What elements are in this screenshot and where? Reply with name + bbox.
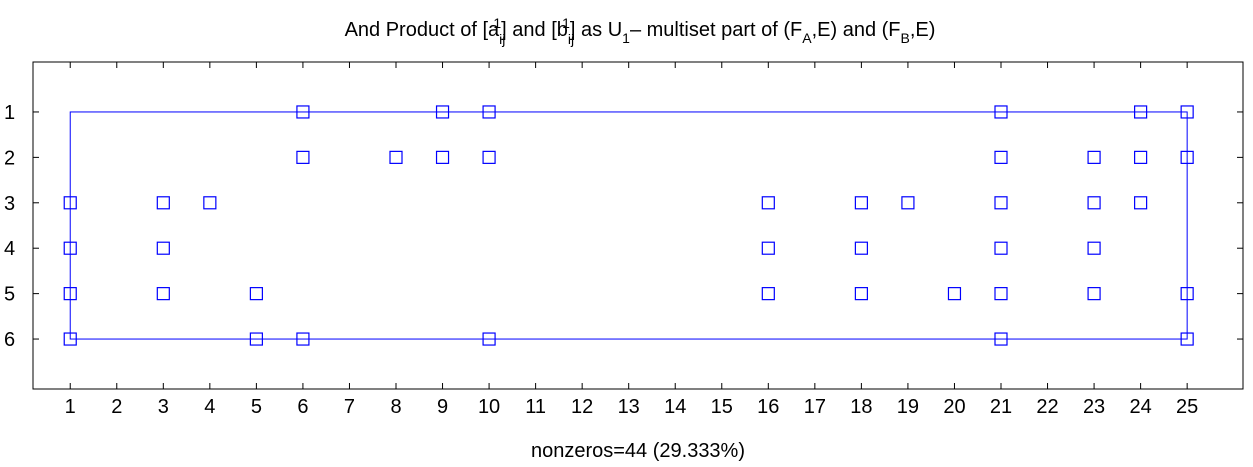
data-point [994,105,1008,119]
y-tick-label: 1 [4,102,15,124]
data-point [1087,196,1101,210]
data-point [854,196,868,210]
data-point [1134,105,1148,119]
data-point [994,332,1008,346]
x-tick-label: 7 [344,396,355,418]
x-axis-label: nonzeros=44 (29.333%) [531,440,745,462]
data-point [203,196,217,210]
x-tick-label: 10 [478,396,500,418]
data-point [1087,150,1101,164]
title-mid4: ,E) and (F [812,19,901,41]
data-point [1180,105,1194,119]
title-mid2: ] as U [570,19,622,41]
x-tick-label: 1 [65,396,76,418]
data-point [1180,287,1194,301]
x-tick-labels: 1 2 3 4 5 6 7 8 9 10 11 12 13 14 15 16 17 18 19 20 21 22 23 24 2… [65,396,1199,418]
data-point [63,241,77,255]
plot-area [32,61,1244,390]
data-point [482,332,496,346]
title-fb-sub: B [901,30,910,46]
data-point [249,332,263,346]
x-tick-label: 6 [297,396,308,418]
x-tick-label: 24 [1129,396,1151,418]
x-tick-label: 23 [1083,396,1105,418]
title-a-sub: ij [499,31,505,47]
x-tick-label: 15 [711,396,733,418]
data-point [854,287,868,301]
data-point [1180,150,1194,164]
x-tick-label: 8 [390,396,401,418]
data-point [761,196,775,210]
data-point [63,287,77,301]
y-tick-label: 4 [4,238,15,260]
x-tick-label: 11 [525,396,546,418]
title-suffix: ,E) [910,19,936,41]
title-fa-sub: A [802,30,812,46]
x-tick-label: 20 [943,396,965,418]
y-tick-label: 2 [4,147,15,169]
y-tick-labels: 1 2 3 4 5 6 [4,102,15,351]
x-tick-label: 16 [757,396,779,418]
data-point [994,287,1008,301]
title-prefix: And Product of [a [345,19,500,41]
title-u-sub: 1 [622,30,630,46]
title-b-sup: 1 [562,15,570,31]
data-point [1087,287,1101,301]
x-tick-label: 18 [850,396,872,418]
x-tick-label: 12 [571,396,593,418]
data-point [156,241,170,255]
data-point [63,196,77,210]
y-tick-label: 3 [4,193,15,215]
x-tick-label: 4 [204,396,215,418]
data-point [435,105,450,119]
x-tick-label: 19 [897,396,919,418]
data-point [435,150,450,164]
bounding-rectangle [69,111,1188,340]
x-tick-label: 3 [158,396,169,418]
data-point [947,287,962,301]
title-b-sub: ij [568,31,574,47]
x-tick-label: 5 [251,396,262,418]
y-tick-label: 6 [4,329,15,351]
x-tick-label: 14 [664,396,686,418]
data-point [1180,332,1194,346]
data-point [1087,241,1101,255]
data-point [854,241,868,255]
data-point [482,150,496,164]
data-point [482,105,496,119]
x-tick-label: 17 [804,396,826,418]
data-point [1134,196,1148,210]
data-point [1134,150,1148,164]
data-point [249,287,263,301]
x-tick-label: 21 [990,396,1012,418]
data-point [296,332,310,346]
data-point [994,196,1008,210]
x-tick-label: 25 [1176,396,1198,418]
y-tick-label: 5 [4,284,15,306]
title-mid1: ] and [b [501,19,568,41]
data-point [994,241,1008,255]
chart-title: And Product of [aij1] and [bij1] as U1– … [345,15,936,47]
data-point [389,150,403,164]
title-mid3: – multiset part of (F [630,19,802,41]
data-point [761,287,775,301]
x-tick-label: 13 [618,396,640,418]
axis-ticks [33,62,1243,389]
title-a-sup: 1 [493,15,501,31]
data-point [761,241,775,255]
data-point [901,196,915,210]
x-tick-label: 2 [111,396,122,418]
data-point [63,332,77,346]
data-point [994,150,1008,164]
data-markers [63,105,1194,346]
data-point [156,287,170,301]
data-point [296,150,310,164]
data-point [296,105,310,119]
x-tick-label: 9 [437,396,448,418]
data-point [156,196,170,210]
x-tick-label: 22 [1036,396,1058,418]
